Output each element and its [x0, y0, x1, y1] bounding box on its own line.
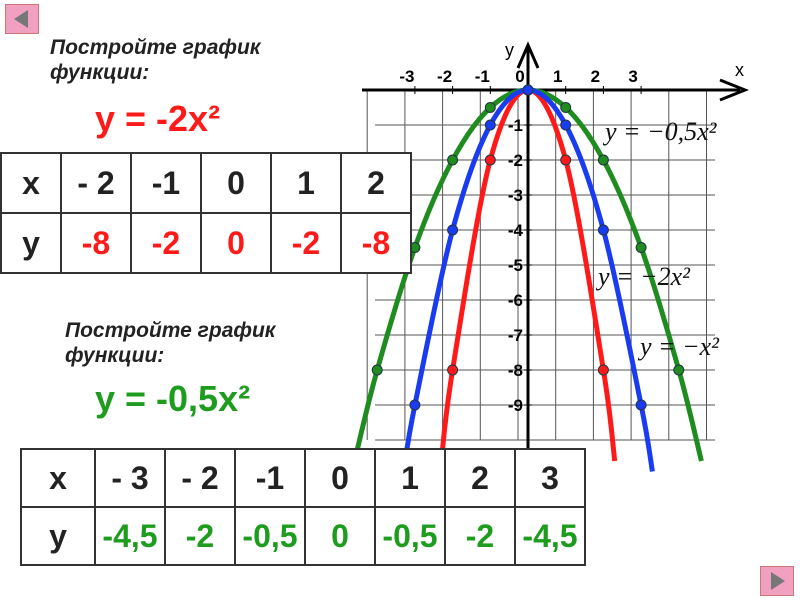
- y-tick-label: -6: [508, 291, 523, 310]
- prompt-line: Постройте график: [65, 319, 276, 342]
- prompt: Постройте график функции:: [65, 318, 275, 368]
- table-cell: -0,5: [234, 506, 306, 566]
- table-row: x- 2 -1 0 1 2: [0, 152, 412, 214]
- y-tick-label: -3: [508, 186, 523, 205]
- y-tick-label: -5: [508, 256, 523, 275]
- back-button[interactable]: [5, 4, 39, 34]
- prompt-line: функции:: [65, 344, 165, 367]
- arrow-icon: [771, 572, 785, 590]
- point: [409, 399, 421, 411]
- table-row: y -8 -2 0 -2 -8: [0, 212, 412, 274]
- y-tick-label: -9: [508, 396, 523, 415]
- table: x- 3- 2 -1 0 1 2 3 y -4,5 -2 -0,5 0 -0,5 -2 -4,5: [20, 448, 586, 566]
- point: [447, 364, 459, 376]
- table-cell: -8: [340, 212, 412, 274]
- y-arrow: [516, 41, 540, 69]
- y-tick-label: -7: [508, 326, 523, 345]
- x-tick-label: -3: [399, 67, 414, 86]
- table-cell: 0: [200, 212, 272, 274]
- point: [484, 154, 496, 166]
- prompt: Постройте график функции:: [50, 35, 260, 85]
- axis-label: x: [735, 60, 744, 80]
- point: [522, 84, 534, 96]
- point: [560, 154, 572, 166]
- table-cell: -1: [130, 152, 202, 214]
- curve-label: y = −0,5x²: [602, 117, 718, 146]
- point: [597, 154, 609, 166]
- point: [635, 399, 647, 411]
- y-tick-label: -2: [508, 151, 523, 170]
- point: [673, 364, 685, 376]
- table-cell: - 3: [94, 448, 166, 508]
- table-row: y -4,5 -2 -0,5 0 -0,5 -2 -4,5: [20, 506, 586, 566]
- point: [597, 364, 609, 376]
- table-cell: x: [20, 448, 96, 508]
- prompt-line: функции:: [50, 61, 150, 84]
- y-tick-label: -4: [508, 221, 524, 240]
- table-cell: x: [0, 152, 62, 214]
- table-cell: 3: [514, 448, 586, 508]
- table-cell: -2: [270, 212, 342, 274]
- x-tick-label: -1: [475, 67, 490, 86]
- point: [484, 102, 496, 113]
- curve-label: y = −2x²: [595, 262, 691, 291]
- x-tick-label: 1: [553, 67, 562, 86]
- next-button[interactable]: [760, 566, 794, 596]
- table-cell: 0: [304, 506, 376, 566]
- point: [447, 224, 459, 236]
- table-cell: 0: [200, 152, 272, 214]
- table-cell: -8: [60, 212, 132, 274]
- table-cell: 2: [444, 448, 516, 508]
- table-cell: -2: [164, 506, 236, 566]
- table-cell: y: [0, 212, 62, 274]
- x-tick-label: 0: [515, 67, 524, 86]
- axis-label: y: [505, 40, 514, 60]
- curve-label: y = −x²: [637, 332, 720, 361]
- table-cell: 1: [374, 448, 446, 508]
- table-cell: -2: [130, 212, 202, 274]
- table-cell: - 2: [60, 152, 132, 214]
- table-cell: -1: [234, 448, 306, 508]
- table-cell: 1: [270, 152, 342, 214]
- table: x- 2 -1 0 1 2 y -8 -2 0 -2 -8: [0, 152, 412, 274]
- table-cell: 0: [304, 448, 376, 508]
- point: [560, 119, 572, 131]
- x-tick-label: -2: [437, 67, 452, 86]
- x-arrow: [719, 78, 750, 102]
- arrow-icon: [14, 10, 28, 28]
- table-cell: -2: [444, 506, 516, 566]
- table-row: x- 3- 2 -1 0 1 2 3: [20, 448, 586, 508]
- table-cell: y: [20, 506, 96, 566]
- table-cell: - 2: [164, 448, 236, 508]
- point: [635, 242, 647, 253]
- table-cell: -0,5: [374, 506, 446, 566]
- x-tick-label: 2: [591, 67, 600, 86]
- prompt-line: Постройте график: [50, 36, 261, 59]
- y-tick-label: -1: [508, 116, 523, 135]
- table-cell: -4,5: [94, 506, 166, 566]
- point: [371, 364, 383, 376]
- point: [560, 102, 572, 113]
- x-tick-label: 3: [628, 67, 637, 86]
- point: [484, 119, 496, 131]
- table-cell: 2: [340, 152, 412, 214]
- y-tick-label: -8: [508, 361, 523, 380]
- point: [447, 154, 459, 166]
- table-cell: -4,5: [514, 506, 586, 566]
- point: [597, 224, 609, 236]
- formula: y = -0,5x²: [95, 378, 251, 419]
- formula: y = -2x²: [95, 98, 221, 139]
